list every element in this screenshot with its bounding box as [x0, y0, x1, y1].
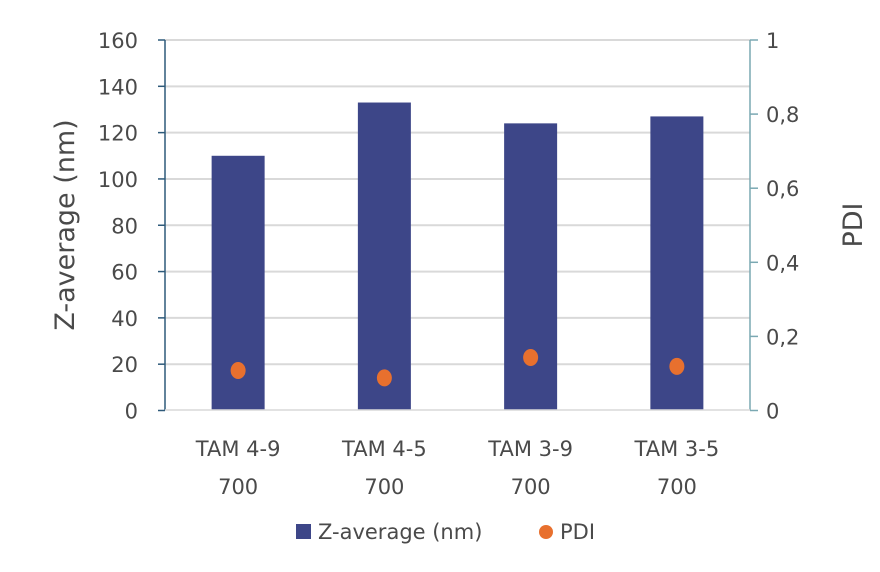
- y2-tick-label: 1: [766, 29, 779, 53]
- y2-tick-label: 0,8: [766, 103, 799, 127]
- x-tick-label: TAM 4-9: [195, 437, 281, 461]
- y2-axis-title: PDI: [838, 202, 869, 247]
- right-axis-ticks: 0 0,2 0,4 0,6 0,8 1: [750, 29, 799, 424]
- x-tick-label: 700: [364, 475, 404, 499]
- point-pdi: [523, 349, 539, 367]
- x-tick-label: TAM 4-5: [341, 437, 427, 461]
- legend: Z-average (nm) PDI: [296, 520, 595, 544]
- legend-swatch-pdi: [539, 525, 553, 539]
- point-pdi: [669, 357, 685, 375]
- y2-tick-label: 0,4: [766, 251, 799, 275]
- y-axis-title: Z-average (nm): [50, 119, 81, 330]
- left-axis-ticks: 0 20 40 60 80 100 120 140 160: [98, 29, 165, 424]
- y-tick-label: 160: [98, 29, 138, 53]
- x-tick-label: 700: [218, 475, 258, 499]
- legend-swatch-z-average: [296, 524, 311, 539]
- x-tick-label: TAM 3-5: [634, 437, 720, 461]
- pdi-points: [230, 349, 685, 387]
- y2-tick-label: 0,6: [766, 177, 799, 201]
- point-pdi: [230, 361, 246, 379]
- y2-tick-label: 0: [766, 400, 779, 424]
- x-tick-label: 700: [657, 475, 697, 499]
- bars: [211, 102, 704, 411]
- y-tick-label: 20: [111, 353, 138, 377]
- y-tick-label: 140: [98, 75, 138, 99]
- y-tick-label: 40: [111, 307, 138, 331]
- x-axis-labels: TAM 4-9 700 TAM 4-5 700 TAM 3-9 700 TAM 3-5 700: [195, 437, 719, 499]
- x-tick-label: TAM 3-9: [487, 437, 573, 461]
- y2-tick-label: 0,2: [766, 325, 799, 349]
- y-tick-label: 60: [111, 261, 138, 285]
- legend-label-pdi: PDI: [560, 520, 595, 544]
- legend-label-z-average: Z-average (nm): [318, 520, 482, 544]
- point-pdi: [376, 369, 392, 387]
- y-tick-label: 120: [98, 122, 138, 146]
- y-tick-label: 80: [111, 214, 138, 238]
- bar-z-average: [504, 123, 558, 411]
- x-tick-label: 700: [511, 475, 551, 499]
- y-tick-label: 0: [125, 400, 138, 424]
- bar-z-average: [357, 102, 411, 411]
- y-tick-label: 100: [98, 168, 138, 192]
